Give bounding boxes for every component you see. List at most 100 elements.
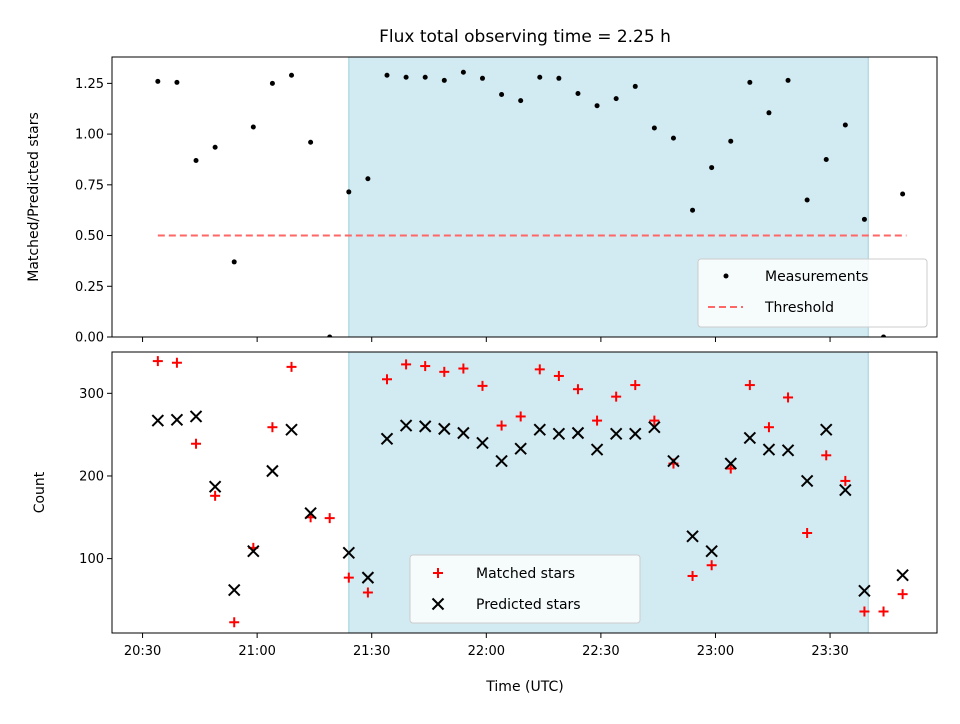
matched-star-point bbox=[477, 380, 488, 391]
matched-star-point bbox=[362, 587, 373, 598]
x-tick-label: 22:30 bbox=[582, 644, 619, 659]
matched-star-point bbox=[611, 391, 622, 402]
legend-measurement-marker bbox=[723, 273, 729, 279]
count-panel: 20:30 21:00 21:30 22:00 22:30 23:00 23:30 100 20… bbox=[32, 351, 938, 659]
predicted-star-point bbox=[304, 506, 317, 520]
predicted-star-point bbox=[361, 571, 375, 584]
matched-star-point bbox=[191, 438, 202, 449]
measurement-point bbox=[231, 259, 237, 265]
measurement-point bbox=[308, 139, 314, 145]
predicted-star-point bbox=[686, 530, 699, 543]
matched-star-point bbox=[553, 370, 564, 381]
predicted-star-point bbox=[266, 464, 279, 478]
matched-star-point bbox=[572, 384, 583, 395]
x-tick-label: 23:30 bbox=[811, 644, 848, 659]
predicted-star-point bbox=[705, 544, 718, 558]
matched-star-point bbox=[687, 570, 698, 581]
legend-label: Predicted stars bbox=[476, 597, 581, 613]
predicted-star-point bbox=[781, 444, 795, 457]
measurement-point bbox=[174, 79, 180, 85]
legend-matched-marker bbox=[433, 568, 443, 578]
plot-area bbox=[155, 69, 907, 337]
matched-star-point bbox=[783, 392, 794, 403]
predicted-star-point bbox=[839, 483, 852, 497]
measurement-point bbox=[670, 135, 676, 141]
measurement-point bbox=[594, 103, 600, 109]
y-tick-label: 0.75 bbox=[75, 178, 104, 193]
legend-label: Threshold bbox=[764, 300, 834, 316]
legend-label: Measurements bbox=[765, 269, 868, 285]
matched-star-point bbox=[229, 617, 240, 628]
legend-label: Matched stars bbox=[476, 566, 575, 582]
predicted-star-point bbox=[629, 427, 642, 441]
matched-star-point bbox=[324, 513, 335, 524]
predicted-star-point bbox=[151, 414, 165, 427]
axes-frame bbox=[111, 56, 938, 338]
matched-star-point bbox=[152, 356, 163, 367]
matched-star-point bbox=[763, 422, 774, 433]
matched-star-point bbox=[592, 415, 603, 426]
predicted-star-point bbox=[590, 443, 604, 456]
y-tick-label: 1.25 bbox=[75, 77, 104, 92]
predicted-star-point bbox=[858, 584, 871, 598]
measurement-point bbox=[842, 122, 848, 128]
predicted-star-point bbox=[247, 544, 260, 558]
matched-star-point bbox=[267, 422, 278, 433]
y-tick-label: 0.25 bbox=[75, 280, 104, 295]
measurement-point bbox=[651, 125, 657, 131]
measurement-point bbox=[422, 74, 428, 80]
measurement-point bbox=[632, 83, 638, 89]
measurement-point bbox=[823, 156, 829, 162]
matched-star-point bbox=[286, 361, 297, 372]
measurement-point bbox=[613, 96, 619, 102]
predicted-star-point bbox=[648, 421, 661, 434]
predicted-star-point bbox=[457, 426, 470, 440]
matched-star-point bbox=[840, 475, 851, 486]
predicted-star-point bbox=[762, 443, 776, 456]
measurement-point bbox=[575, 91, 581, 97]
matched-star-point bbox=[725, 463, 736, 474]
predicted-star-point bbox=[571, 426, 585, 440]
measurement-point bbox=[728, 138, 734, 144]
measurement-point bbox=[479, 75, 485, 81]
predicted-star-point bbox=[170, 413, 184, 426]
measurement-point bbox=[537, 74, 543, 80]
matched-star-point bbox=[897, 589, 908, 600]
x-tick-label: 23:00 bbox=[697, 644, 734, 659]
x-axis-label: Time (UTC) bbox=[485, 679, 563, 695]
measurement-point bbox=[881, 334, 887, 337]
measurement-point bbox=[804, 197, 810, 203]
predicted-star-point bbox=[189, 410, 203, 423]
measurement-point bbox=[289, 72, 295, 78]
predicted-star-point bbox=[667, 454, 680, 468]
predicted-star-point bbox=[342, 546, 356, 560]
predicted-star-point bbox=[418, 420, 432, 433]
matched-star-point bbox=[744, 380, 755, 391]
predicted-star-point bbox=[896, 568, 909, 582]
predicted-star-point bbox=[495, 454, 508, 468]
legend-box bbox=[697, 258, 928, 328]
measurement-point bbox=[193, 157, 199, 163]
matched-star-point bbox=[649, 415, 660, 426]
matched-star-point bbox=[878, 606, 889, 617]
x-tick-label: 21:30 bbox=[353, 644, 390, 659]
axes-frame bbox=[111, 351, 938, 634]
predicted-star-point bbox=[724, 457, 737, 470]
predicted-star-point bbox=[514, 442, 527, 455]
measurement-point bbox=[327, 334, 333, 337]
measurement-point bbox=[441, 77, 447, 83]
matched-star-point bbox=[496, 420, 507, 431]
predicted-star-point bbox=[820, 423, 833, 436]
matched-star-point bbox=[859, 606, 870, 617]
y-axis-label: Matched/Predicted stars bbox=[26, 112, 42, 282]
matched-star-point bbox=[420, 361, 431, 372]
measurement-point bbox=[709, 165, 715, 171]
measurement-point bbox=[384, 72, 390, 78]
measurement-point bbox=[766, 110, 772, 116]
measurement-point bbox=[518, 98, 524, 104]
measurement-point bbox=[556, 75, 562, 81]
y-tick-label: 1.00 bbox=[75, 128, 104, 143]
measurement-point bbox=[155, 78, 161, 84]
measurement-point bbox=[747, 79, 753, 85]
